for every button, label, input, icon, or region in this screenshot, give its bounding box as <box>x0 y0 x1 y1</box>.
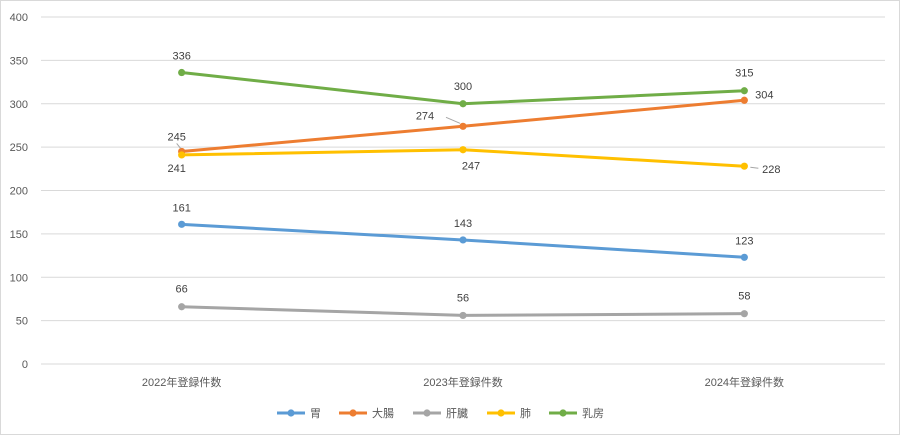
legend-label: 胃 <box>310 407 321 420</box>
data-label: 58 <box>738 291 750 303</box>
x-tick-label: 2024年登録件数 <box>705 375 784 389</box>
legend-label: 肝臓 <box>446 407 468 420</box>
data-point <box>178 151 186 159</box>
data-label: 228 <box>762 164 780 176</box>
y-tick-label: 0 <box>22 359 28 371</box>
label-leader <box>176 143 182 149</box>
series-胃: 161 143 123 <box>172 202 754 261</box>
data-label: 123 <box>735 235 753 247</box>
legend-swatch-marker <box>287 409 295 417</box>
data-point <box>740 96 748 104</box>
data-point <box>459 311 467 320</box>
y-tick-label: 300 <box>10 99 28 111</box>
data-label: 241 <box>167 163 185 175</box>
data-label: 315 <box>735 68 753 80</box>
series-乳房: 336 300 315 <box>172 51 754 108</box>
data-label: 143 <box>454 218 472 230</box>
legend: 胃 大腸 肝臓 肺 乳房 <box>277 406 604 420</box>
data-point <box>178 220 186 228</box>
y-tick-label: 100 <box>10 272 28 284</box>
data-label: 66 <box>176 284 188 296</box>
data-point <box>459 122 467 130</box>
data-label: 161 <box>172 202 190 214</box>
legend-swatch-marker <box>423 409 431 417</box>
data-label: 300 <box>454 81 472 93</box>
label-leader <box>445 116 461 124</box>
legend-item-肝臓: 肝臓 <box>413 407 468 420</box>
data-point <box>740 162 748 170</box>
legend-item-大腸: 大腸 <box>339 406 394 420</box>
legend-item-乳房: 乳房 <box>549 407 604 420</box>
y-tick-label: 400 <box>10 12 28 24</box>
series-大腸: 245 274 304 <box>167 89 774 156</box>
y-tick-label: 200 <box>10 186 28 198</box>
series-肝臓: 66 56 58 <box>176 284 750 320</box>
legend-swatch-marker <box>349 409 357 417</box>
data-point <box>459 100 467 108</box>
legend-label: 肺 <box>520 407 531 420</box>
legend-swatch-marker <box>559 409 567 417</box>
legend-item-胃: 胃 <box>277 407 321 420</box>
data-point <box>178 68 186 77</box>
legend-item-肺: 肺 <box>487 407 531 420</box>
series-肺: 241 247 228 <box>167 146 781 176</box>
y-tick-label: 50 <box>16 316 28 328</box>
x-tick-label: 2022年登録件数 <box>142 375 221 389</box>
label-leader <box>750 166 759 169</box>
data-label: 304 <box>755 89 773 101</box>
y-tick-label: 150 <box>10 229 28 241</box>
legend-label: 大腸 <box>372 406 394 420</box>
legend-label: 乳房 <box>582 407 604 420</box>
y-tick-label: 350 <box>10 55 28 67</box>
data-point <box>459 146 467 154</box>
data-point <box>740 253 748 261</box>
data-point <box>178 303 186 311</box>
data-point <box>740 87 748 95</box>
legend-swatch-marker <box>497 409 505 417</box>
y-axis: 0 50 100 150 200 250 300 350 400 <box>10 12 28 371</box>
data-label: 336 <box>172 51 190 63</box>
x-axis: 2022年登録件数 2023年登録件数 2024年登録件数 <box>142 375 784 389</box>
data-point <box>459 236 467 244</box>
data-label: 56 <box>457 292 469 304</box>
data-point <box>740 310 748 318</box>
data-label: 274 <box>416 110 434 122</box>
data-label: 245 <box>167 131 185 143</box>
y-tick-label: 250 <box>10 142 28 154</box>
data-label: 247 <box>462 161 480 173</box>
x-tick-label: 2023年登録件数 <box>423 375 502 389</box>
